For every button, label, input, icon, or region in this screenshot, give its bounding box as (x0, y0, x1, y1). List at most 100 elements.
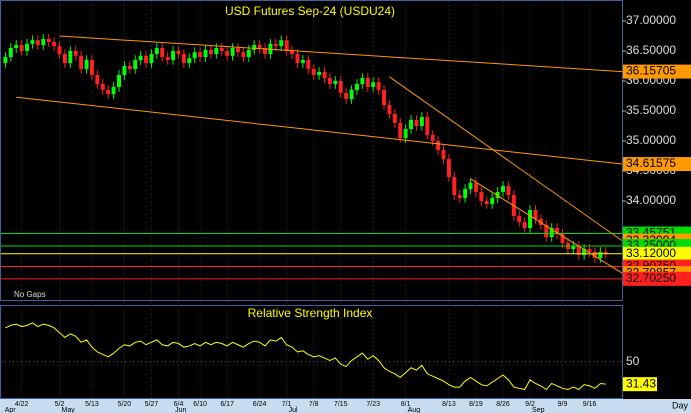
candle-body (436, 141, 441, 150)
candle-body (576, 246, 581, 255)
y-tick-label: 35.50000 (626, 103, 676, 117)
level-box (623, 64, 691, 79)
candle-body (219, 48, 224, 51)
candle-body (582, 249, 587, 255)
candle-body (106, 90, 111, 95)
candle-body (317, 72, 322, 75)
candle-body (41, 39, 46, 45)
candle-body (235, 48, 240, 53)
trendline (389, 76, 623, 242)
candle-body (517, 216, 522, 222)
candle-body (8, 48, 13, 57)
candle-body (452, 177, 457, 195)
candle-body (273, 43, 278, 47)
candle-body (495, 192, 500, 198)
candle-body (25, 43, 30, 51)
candle-body (192, 52, 197, 59)
candle-body (208, 49, 213, 54)
x-tick-label: 4/22 (15, 401, 29, 408)
candle-body (198, 52, 203, 57)
trendline (16, 96, 623, 165)
candle-body (441, 150, 446, 159)
candle-body (598, 252, 603, 258)
candle-body (490, 198, 495, 204)
price-panel (0, 0, 623, 301)
candle-body (354, 84, 359, 90)
candle-body (279, 40, 284, 47)
candle-body (171, 51, 176, 60)
candle-body (154, 48, 159, 54)
x-tick-label: 6/24 (253, 401, 267, 408)
candle-body (506, 186, 511, 195)
candle-body (138, 55, 143, 60)
candle-body (549, 228, 554, 237)
candle-body (392, 114, 397, 123)
candle-body (133, 60, 138, 69)
candle-body (473, 183, 478, 192)
candle-body (446, 159, 451, 177)
candle-body (3, 57, 8, 63)
chart-title: USD Futures Sep-24 (USDU24) (225, 4, 395, 18)
candle-body (230, 48, 235, 56)
candle-body (73, 51, 78, 56)
candle-body (333, 81, 338, 84)
candle-body (344, 93, 349, 99)
x-tick-label: 5/2 (55, 401, 65, 408)
candle-body (544, 225, 549, 237)
candle-body (295, 54, 300, 63)
x-tick-label: 5/13 (85, 401, 99, 408)
candle-body (263, 48, 268, 54)
y-tick-label: 35.00000 (626, 133, 676, 147)
x-tick-label: 7/15 (334, 401, 348, 408)
candle-body (425, 117, 430, 135)
candle-body (360, 78, 365, 84)
candle-body (46, 39, 51, 42)
x-tick-label: 7/1 (282, 401, 292, 408)
candle-body (165, 57, 170, 60)
candle-body (257, 45, 262, 48)
y-tick-label: 36.50000 (626, 43, 676, 57)
candle-body (95, 75, 100, 84)
x-tick-label: 6/17 (220, 401, 234, 408)
candle-body (403, 129, 408, 138)
x-tick-label: 7/23 (366, 401, 380, 408)
candle-body (176, 51, 181, 54)
candle-body (468, 183, 473, 189)
rsi-panel (0, 305, 623, 399)
level-label: 32.70250 (626, 271, 676, 285)
candle-body (555, 228, 560, 234)
candle-body (338, 81, 343, 93)
candle-body (522, 222, 527, 228)
rsi-tick-label: 50 (626, 354, 640, 368)
trendline (470, 178, 623, 274)
candle-body (62, 54, 67, 63)
x-tick-label: 5/20 (118, 401, 132, 408)
candle-body (122, 66, 127, 75)
candle-body (592, 252, 597, 258)
candle-body (376, 82, 381, 90)
candle-body (603, 252, 608, 254)
candle-body (365, 78, 370, 87)
candle-body (533, 210, 538, 219)
rsi-box (623, 377, 657, 392)
x-tick-label: 6/4 (174, 401, 184, 408)
x-tick-label: 6/10 (193, 401, 207, 408)
candle-body (290, 51, 295, 54)
note: No Gaps (14, 290, 46, 299)
x-unit: Day (672, 400, 689, 410)
candle-body (409, 120, 414, 129)
candle-body (387, 105, 392, 114)
level-label: 34.61575 (626, 156, 676, 170)
candle-body (100, 84, 105, 90)
x-axis-band (0, 399, 691, 413)
candle-body (246, 49, 251, 57)
candle-body (30, 40, 35, 44)
candle-body (327, 78, 332, 84)
candle-body (35, 40, 40, 45)
candle-body (528, 210, 533, 228)
rsi-last-label: 31.43 (626, 376, 656, 390)
candle-body (203, 49, 208, 57)
candle-body (19, 45, 24, 51)
